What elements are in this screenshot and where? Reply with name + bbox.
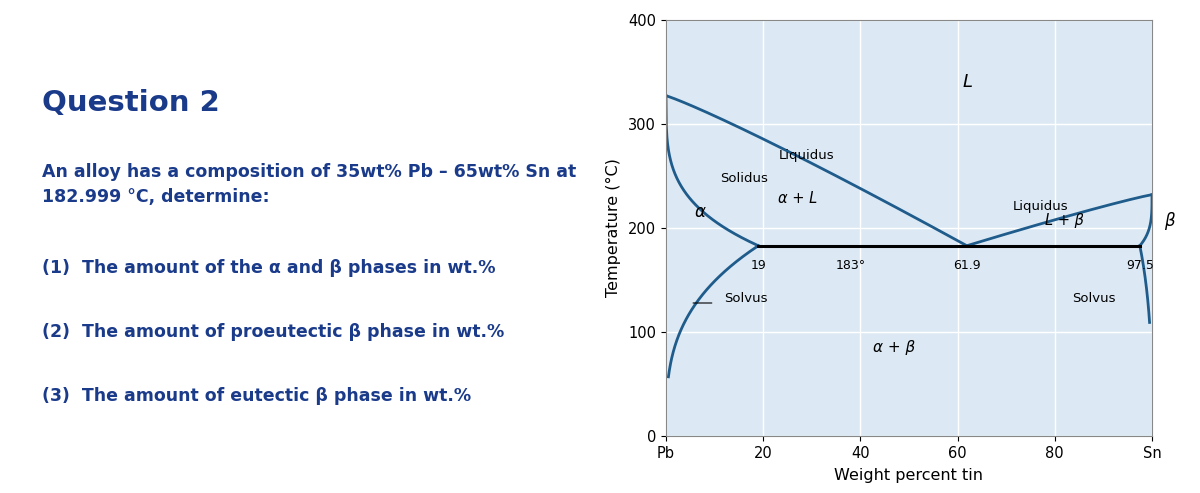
- Text: Solidus: Solidus: [720, 172, 768, 184]
- Text: Solvus: Solvus: [725, 292, 768, 305]
- Text: L + β: L + β: [1045, 213, 1084, 228]
- Text: α: α: [695, 204, 706, 221]
- Text: 183°: 183°: [835, 259, 865, 272]
- Text: β: β: [1164, 211, 1175, 230]
- Text: L: L: [962, 73, 972, 91]
- Text: (2)  The amount of proeutectic β phase in wt.%: (2) The amount of proeutectic β phase in…: [42, 323, 504, 341]
- Text: Liquidus: Liquidus: [1013, 200, 1068, 212]
- Text: α + β: α + β: [874, 340, 916, 355]
- Text: Question 2: Question 2: [42, 89, 220, 117]
- Text: An alloy has a composition of 35wt% Pb – 65wt% Sn at
182.999 °C, determine:: An alloy has a composition of 35wt% Pb –…: [42, 163, 576, 207]
- X-axis label: Weight percent tin: Weight percent tin: [834, 468, 984, 483]
- Y-axis label: Temperature (°C): Temperature (°C): [606, 159, 622, 297]
- Text: Liquidus: Liquidus: [779, 148, 835, 162]
- Text: (1)  The amount of the α and β phases in wt.%: (1) The amount of the α and β phases in …: [42, 259, 496, 277]
- Text: Solvus: Solvus: [1072, 292, 1115, 305]
- Text: 19: 19: [750, 259, 767, 272]
- Text: 97.5: 97.5: [1126, 259, 1153, 272]
- Text: 61.9: 61.9: [953, 259, 980, 272]
- Text: (3)  The amount of eutectic β phase in wt.%: (3) The amount of eutectic β phase in wt…: [42, 387, 472, 405]
- Text: α + L: α + L: [778, 191, 817, 207]
